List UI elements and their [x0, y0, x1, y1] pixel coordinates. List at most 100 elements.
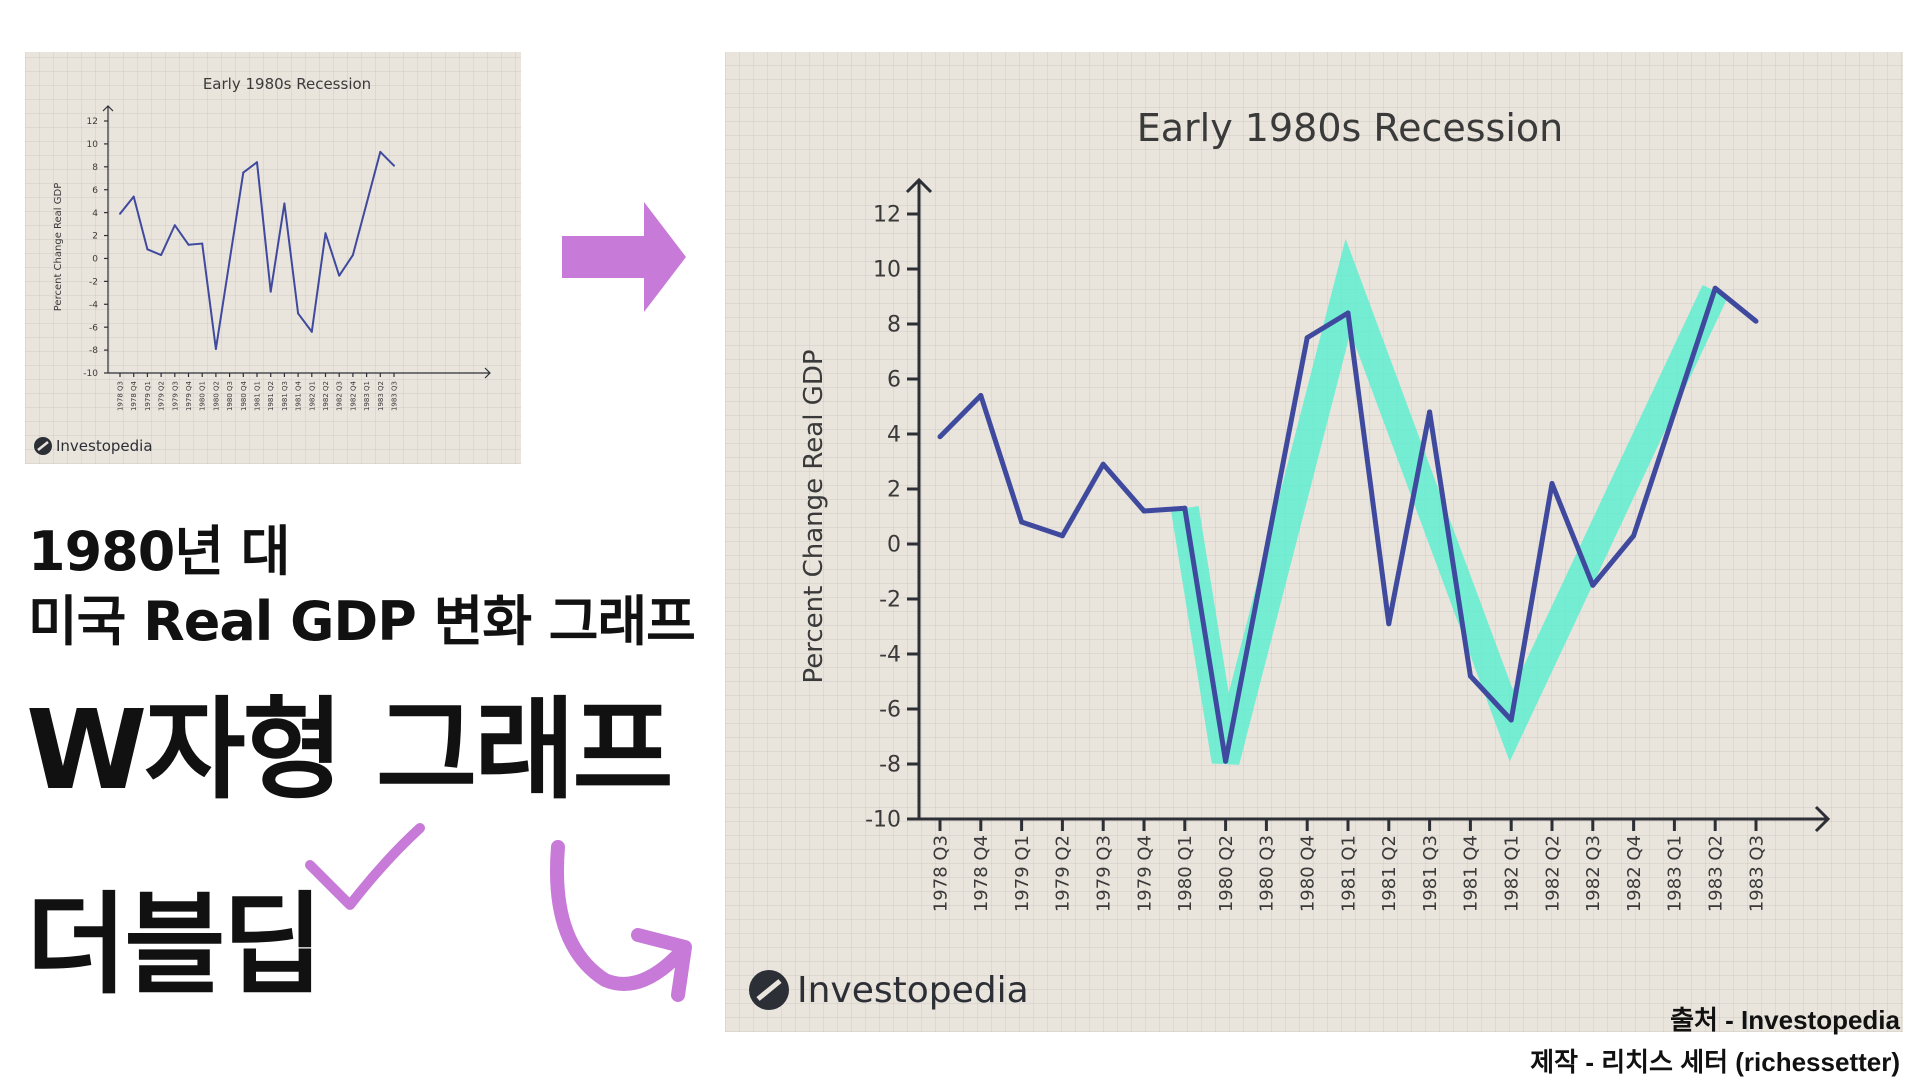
x-tick-label: 1978 Q3 — [116, 381, 124, 411]
data-point — [242, 171, 245, 174]
data-point — [1019, 519, 1025, 525]
chart-title: Early 1980s Recession — [203, 75, 371, 93]
x-tick-label: 1979 Q4 — [185, 380, 193, 411]
small-logo-text: Investopedia — [56, 437, 153, 455]
gdp-series-line — [119, 150, 395, 350]
x-tick-label: 1980 Q4 — [240, 380, 248, 411]
x-tick-label: 1982 Q2 — [1542, 835, 1563, 912]
x-tick-label: 1982 Q1 — [308, 381, 316, 411]
x-tick-label: 1980 Q1 — [199, 381, 207, 411]
data-point — [160, 254, 163, 257]
data-point — [187, 243, 190, 246]
data-point — [1141, 508, 1147, 514]
x-tick-label: 1979 Q4 — [1134, 835, 1155, 912]
data-point — [201, 242, 204, 245]
heading-w-graph: W자형 그래프 — [26, 686, 674, 814]
data-point — [365, 202, 368, 205]
x-tick-label: 1979 Q2 — [1053, 835, 1074, 912]
y-tick-label: 10 — [87, 140, 99, 150]
y-tick-label: 2 — [887, 478, 901, 503]
large-chart-panel: Early 1980s Recession Percent Change Real… — [725, 52, 1903, 1032]
data-point — [146, 248, 149, 251]
x-axis-arrow — [1814, 805, 1831, 833]
x-tick-label: 1982 Q3 — [1583, 835, 1604, 912]
x-tick-label: 1980 Q3 — [226, 381, 234, 411]
curved-arrow-icon — [550, 840, 692, 1002]
chart-title: Early 1980s Recession — [1137, 106, 1563, 150]
heading-line2: 미국 Real GDP 변화 그래프 — [28, 590, 696, 653]
x-tick-label: 1979 Q3 — [171, 381, 179, 411]
data-point — [1059, 533, 1065, 539]
data-point — [269, 290, 272, 293]
data-point — [256, 161, 258, 164]
data-point — [324, 232, 327, 235]
data-point — [1671, 409, 1677, 415]
checkmark-icon — [305, 823, 425, 910]
x-tick-label: 1982 Q3 — [336, 381, 344, 411]
source-credit: 출처 - Investopedia — [1670, 1005, 1900, 1035]
y-tick-label: 6 — [887, 368, 901, 393]
y-tick-label: 8 — [92, 163, 98, 173]
small-chart-panel: Early 1980s Recession Percent Change Real… — [25, 52, 521, 464]
large-logo-text: Investopedia — [797, 969, 1029, 1011]
y-tick-label: 12 — [873, 203, 901, 228]
x-tick-label: 1982 Q1 — [1502, 835, 1523, 912]
data-point — [937, 434, 943, 440]
y-tick-label: -4 — [879, 643, 901, 668]
x-tick-label: 1983 Q3 — [1746, 835, 1767, 912]
y-axis-label: Percent Change Real GDP — [53, 183, 64, 312]
x-tick-label: 1983 Q3 — [390, 381, 398, 411]
x-tick-label: 1980 Q1 — [1175, 835, 1196, 912]
data-point — [338, 274, 341, 277]
x-tick-label: 1981 Q1 — [253, 381, 261, 411]
data-point — [1263, 547, 1269, 552]
x-tick-label: 1983 Q1 — [363, 381, 371, 411]
y-tick-label: 10 — [873, 258, 901, 283]
data-point — [1304, 335, 1310, 341]
maker-credit: 제작 - 리치스 세터 (richessetter) — [1530, 1047, 1900, 1077]
y-axis-arrow — [102, 105, 114, 112]
y-tick-label: -4 — [89, 300, 98, 310]
x-tick-label: 1980 Q4 — [1298, 835, 1319, 912]
data-point — [132, 195, 135, 198]
y-tick-label: -8 — [879, 753, 901, 778]
x-tick-label: 1981 Q2 — [267, 381, 275, 411]
investopedia-logo-icon — [749, 970, 789, 1010]
y-tick-label: -2 — [89, 278, 98, 288]
data-point — [297, 312, 300, 315]
small-chart: Early 1980s Recession Percent Change Real… — [53, 75, 491, 411]
x-tick-label: 1979 Q2 — [158, 381, 166, 411]
data-point — [351, 254, 354, 257]
x-tick-label: 1981 Q4 — [1461, 835, 1482, 912]
x-tick-label: 1981 Q4 — [295, 380, 303, 411]
x-tick-label: 1979 Q3 — [1094, 835, 1115, 912]
data-point — [393, 164, 395, 167]
data-point — [1427, 409, 1433, 415]
x-tick-label: 1979 Q1 — [144, 381, 152, 411]
data-point — [1712, 285, 1718, 291]
x-tick-label: 1980 Q2 — [212, 381, 220, 411]
y-axis-label: Percent Change Real GDP — [799, 349, 829, 683]
investopedia-logo-icon — [34, 437, 52, 455]
y-tick-label: -6 — [879, 698, 901, 723]
y-tick-label: 2 — [92, 232, 98, 242]
heading-line1: 1980년 대 — [28, 520, 290, 583]
data-point — [1590, 582, 1596, 588]
data-point — [1631, 533, 1637, 539]
data-point — [1549, 481, 1555, 486]
data-point — [1223, 758, 1229, 764]
y-tick-label: -6 — [89, 323, 98, 333]
small-logo: Investopedia — [33, 436, 153, 456]
data-point — [1467, 673, 1473, 679]
x-tick-label: 1982 Q2 — [322, 381, 330, 411]
large-chart: Early 1980s Recession Percent Change Real… — [799, 106, 1831, 912]
y-tick-label: -8 — [89, 346, 98, 356]
x-tick-label: 1981 Q1 — [1338, 835, 1359, 912]
x-tick-label: 1983 Q1 — [1665, 835, 1686, 912]
data-point — [1345, 310, 1351, 316]
x-tick-label: 1982 Q4 — [1624, 835, 1645, 912]
data-point — [1386, 621, 1392, 627]
data-point — [1753, 318, 1759, 324]
data-point — [173, 224, 176, 227]
data-point — [1508, 717, 1514, 723]
